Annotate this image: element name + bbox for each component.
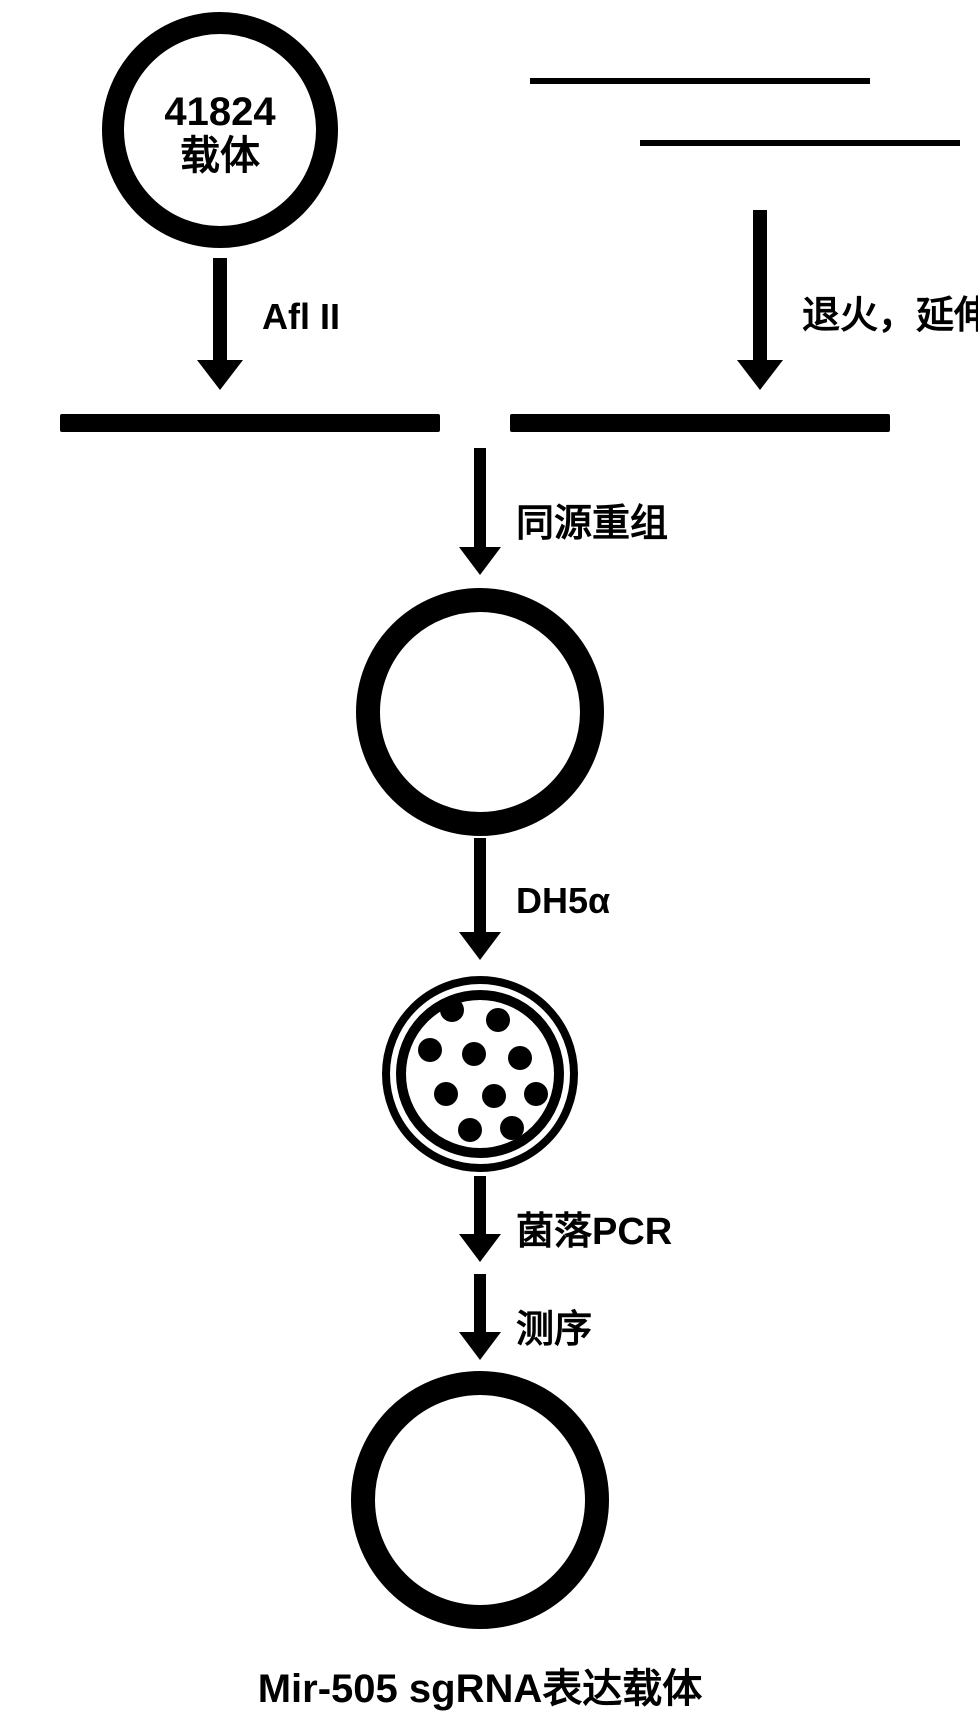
colony-dot bbox=[508, 1046, 532, 1070]
colony-dot bbox=[500, 1116, 524, 1140]
linearized-vector-left bbox=[60, 414, 440, 432]
recombined-plasmid-circle bbox=[356, 588, 604, 836]
primer-line-1 bbox=[530, 78, 870, 84]
final-caption: Mir-505 sgRNA表达载体 bbox=[250, 1656, 710, 1714]
linearized-insert-right bbox=[510, 414, 890, 432]
colony-dot bbox=[434, 1082, 458, 1106]
colony-dot bbox=[482, 1084, 506, 1108]
colony-dot bbox=[462, 1042, 486, 1066]
top-plasmid-label-line1: 41824 bbox=[130, 90, 310, 134]
top-plasmid-label-line2: 载体 bbox=[130, 134, 310, 178]
top-plasmid-label: 41824 载体 bbox=[130, 90, 310, 178]
label-recomb: 同源重组 bbox=[516, 492, 668, 547]
colony-dot bbox=[418, 1038, 442, 1062]
final-plasmid-circle bbox=[351, 1371, 609, 1629]
label-dh5a: DH5α bbox=[516, 880, 610, 922]
colony-dot bbox=[440, 998, 464, 1022]
colony-dot bbox=[486, 1008, 510, 1032]
label-sequencing: 测序 bbox=[516, 1298, 592, 1353]
primer-line-2 bbox=[640, 140, 960, 146]
label-afl2: Afl II bbox=[262, 296, 340, 338]
flowchart-canvas: 41824 载体 Afl II 退火，延伸 同源重组 DH5α 菌落PCR 测序… bbox=[0, 0, 978, 1717]
label-colony-pcr: 菌落PCR bbox=[516, 1200, 672, 1255]
colony-dot bbox=[524, 1082, 548, 1106]
label-anneal: 退火，延伸 bbox=[802, 284, 978, 339]
colony-dot bbox=[458, 1118, 482, 1142]
